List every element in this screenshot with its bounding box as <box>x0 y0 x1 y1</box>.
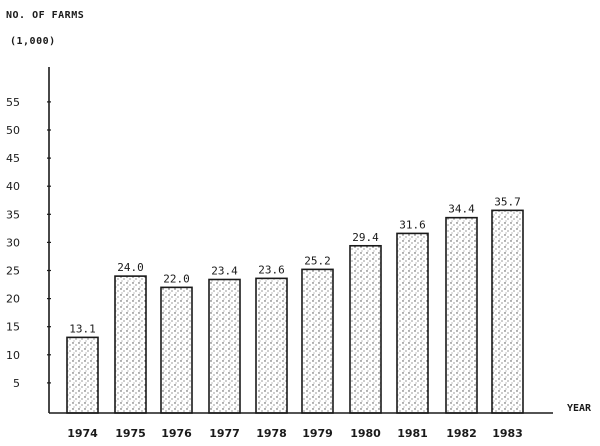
x-tick-label: 1975 <box>115 427 146 440</box>
y-tick-label: 10 <box>6 349 20 362</box>
y-axis: 5 10 15 20 25 30 35 40 45 50 55 <box>6 67 51 413</box>
bar-value-label: 25.2 <box>304 254 331 267</box>
x-tick-label: 1980 <box>350 427 381 440</box>
bar-value-label: 35.7 <box>494 195 521 208</box>
x-axis: YEAR 1974 1975 1976 1977 1978 1979 1980 1981 1982… <box>49 403 592 440</box>
y-tick-label: 5 <box>13 377 20 390</box>
bar-value-label: 34.4 <box>448 203 475 216</box>
x-tick-label: 1982 <box>446 427 477 440</box>
bar-1980 <box>349 244 382 414</box>
bar-1977 <box>208 278 241 414</box>
y-tick-label: 30 <box>6 236 20 249</box>
bar-value-label: 23.4 <box>211 264 238 277</box>
y-tick-label: 15 <box>6 321 20 334</box>
x-tick-label: 1981 <box>397 427 428 440</box>
bar-value-label: 31.6 <box>399 218 426 231</box>
bar-1979 <box>301 268 334 414</box>
y-tick-label: 40 <box>6 180 20 193</box>
y-tick-label: 50 <box>6 124 20 137</box>
bar-value-label: 29.4 <box>352 231 379 244</box>
x-tick-label: 1978 <box>256 427 287 440</box>
x-tick-label: 1977 <box>209 427 240 440</box>
x-tick-label: 1974 <box>67 427 98 440</box>
x-tick-label: 1979 <box>302 427 333 440</box>
y-tick-label: 45 <box>6 152 20 165</box>
bar-value-label: 13.1 <box>69 322 96 335</box>
bar-1974 <box>66 336 99 414</box>
x-axis-label: YEAR <box>567 403 592 414</box>
bar-1983 <box>491 209 524 414</box>
x-tick-label: 1976 <box>161 427 192 440</box>
x-tick-label: 1983 <box>492 427 523 440</box>
bars: 13.1 24.0 22.0 23.4 23.6 25.2 29.4 31.6 34.4 35.7 <box>66 195 524 414</box>
y-tick-label: 55 <box>6 96 20 109</box>
y-tick-label: 20 <box>6 293 20 306</box>
bar-value-label: 24.0 <box>117 261 144 274</box>
y-axis-unit: (1,000) <box>10 36 56 47</box>
bar-value-label: 23.6 <box>258 263 285 276</box>
bar-1978 <box>255 277 288 414</box>
bar-1975 <box>114 275 147 414</box>
chart-title: NO. OF FARMS <box>6 10 85 21</box>
bar-value-label: 22.0 <box>163 272 190 285</box>
bar-1976 <box>160 286 193 414</box>
y-tick-label: 25 <box>6 265 20 278</box>
bar-1981 <box>396 232 429 414</box>
bar-1982 <box>445 216 478 414</box>
y-tick-label: 35 <box>6 208 20 221</box>
